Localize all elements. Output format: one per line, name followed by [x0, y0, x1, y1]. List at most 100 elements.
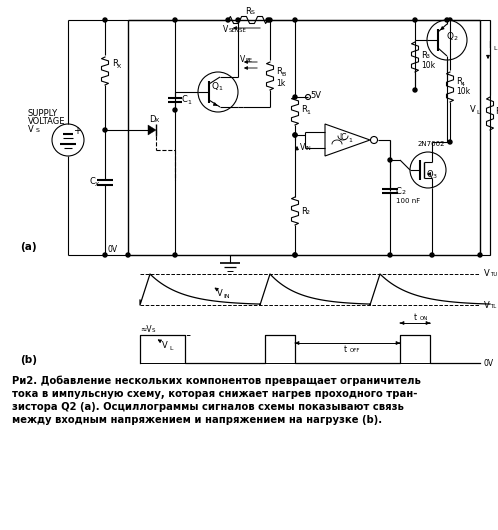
Text: L: L	[169, 346, 173, 350]
Text: R: R	[112, 59, 118, 68]
Text: R: R	[456, 77, 462, 86]
Text: SUPPLY: SUPPLY	[28, 109, 58, 118]
Text: C: C	[396, 187, 402, 196]
Text: 0V: 0V	[484, 358, 494, 367]
Text: X: X	[155, 119, 159, 123]
Circle shape	[293, 133, 297, 137]
Text: D: D	[149, 114, 155, 123]
Text: X: X	[95, 181, 99, 187]
Text: X: X	[117, 64, 121, 68]
Circle shape	[126, 253, 130, 257]
Circle shape	[293, 95, 297, 99]
Text: IN: IN	[224, 294, 230, 298]
Circle shape	[293, 253, 297, 257]
Circle shape	[448, 18, 452, 22]
Circle shape	[413, 88, 417, 92]
Polygon shape	[325, 124, 370, 156]
Text: IC: IC	[339, 134, 347, 143]
Circle shape	[293, 18, 297, 22]
Text: V: V	[484, 269, 490, 278]
Text: 4: 4	[461, 82, 465, 86]
Text: L: L	[493, 46, 497, 50]
Text: Q: Q	[212, 83, 219, 92]
Text: 3: 3	[433, 174, 437, 180]
Text: R: R	[421, 50, 427, 59]
Circle shape	[173, 253, 177, 257]
Text: 3: 3	[426, 55, 430, 59]
Circle shape	[103, 128, 107, 132]
Text: V: V	[484, 301, 490, 310]
Circle shape	[52, 124, 84, 156]
Text: t: t	[413, 313, 416, 322]
Text: 0V: 0V	[107, 244, 117, 253]
Circle shape	[103, 253, 107, 257]
Circle shape	[413, 18, 417, 22]
Circle shape	[173, 18, 177, 22]
Text: ON: ON	[420, 315, 428, 321]
Text: R: R	[301, 207, 307, 216]
Text: IN: IN	[306, 146, 312, 151]
Text: R: R	[301, 105, 307, 114]
Text: VOLTAGE: VOLTAGE	[28, 117, 66, 126]
Text: 100 nF: 100 nF	[396, 198, 420, 204]
Circle shape	[445, 18, 449, 22]
Text: Q: Q	[427, 171, 433, 180]
Text: Ри2. Добавление нескольких компонентов превращает ограничитель
тока в импульсную: Ри2. Добавление нескольких компонентов п…	[12, 375, 421, 425]
Text: V: V	[162, 341, 168, 350]
Text: V: V	[28, 125, 34, 134]
Text: I: I	[488, 41, 491, 50]
Text: 2: 2	[306, 210, 310, 216]
Text: 5V: 5V	[310, 91, 321, 100]
Text: L: L	[476, 110, 480, 114]
Text: Q: Q	[447, 32, 454, 41]
Text: S: S	[251, 11, 255, 15]
Circle shape	[173, 108, 177, 112]
Text: ≈V: ≈V	[140, 324, 151, 333]
Circle shape	[410, 152, 446, 188]
Circle shape	[236, 18, 240, 22]
Text: SENSE: SENSE	[229, 29, 247, 33]
Text: 1: 1	[348, 137, 352, 143]
Circle shape	[103, 18, 107, 22]
Circle shape	[388, 158, 392, 162]
Text: 2: 2	[453, 37, 457, 41]
Text: OFF: OFF	[350, 348, 361, 352]
Text: TL: TL	[490, 304, 496, 308]
Text: BE: BE	[246, 58, 253, 64]
Text: V: V	[223, 25, 228, 34]
Circle shape	[371, 137, 377, 144]
Text: R: R	[276, 67, 282, 76]
Circle shape	[198, 72, 238, 112]
Text: C: C	[89, 178, 95, 187]
Text: +: +	[73, 126, 81, 136]
Circle shape	[305, 94, 310, 100]
Circle shape	[448, 140, 452, 144]
Circle shape	[388, 253, 392, 257]
Text: 1: 1	[306, 110, 310, 114]
Text: 10k: 10k	[456, 87, 470, 96]
Circle shape	[268, 18, 272, 22]
Text: t: t	[344, 344, 347, 354]
Text: 1: 1	[218, 86, 222, 92]
Text: C: C	[182, 95, 188, 104]
Text: V: V	[240, 56, 245, 65]
Text: 10k: 10k	[421, 60, 435, 69]
Text: B: B	[281, 72, 285, 76]
Text: S: S	[152, 328, 155, 332]
Text: 2N7002: 2N7002	[417, 141, 445, 147]
Text: R: R	[495, 108, 498, 117]
Text: 2: 2	[401, 190, 405, 196]
Circle shape	[293, 133, 297, 137]
Circle shape	[430, 253, 434, 257]
Circle shape	[226, 18, 230, 22]
Circle shape	[266, 18, 270, 22]
Circle shape	[478, 253, 482, 257]
Text: V: V	[470, 105, 476, 114]
Text: R: R	[245, 7, 251, 16]
Circle shape	[427, 20, 467, 60]
Text: (a): (a)	[20, 242, 37, 252]
Text: (b): (b)	[20, 355, 37, 365]
Text: S: S	[36, 128, 40, 134]
Text: V: V	[217, 289, 223, 298]
Text: 1: 1	[187, 100, 191, 104]
